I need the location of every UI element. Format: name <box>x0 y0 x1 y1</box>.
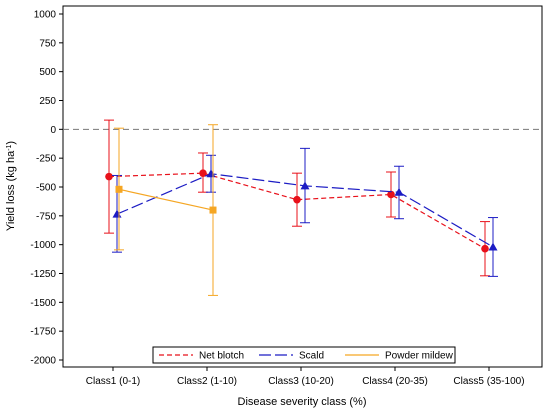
data-point <box>387 190 395 199</box>
x-tick-label: Class1 (0-1) <box>86 376 140 387</box>
data-point <box>394 187 404 196</box>
y-tick-label: 250 <box>39 96 56 107</box>
x-tick-label: Class4 (20-35) <box>362 376 428 387</box>
y-tick-label: -500 <box>36 183 56 194</box>
y-axis-label-close: ) <box>5 141 17 145</box>
data-point <box>115 185 123 193</box>
series-powder-mildew <box>114 124 218 296</box>
legend-box <box>152 346 456 364</box>
legend: Net blotch Scald Powder mildew <box>152 346 456 364</box>
y-tick-label: -1000 <box>30 240 56 251</box>
y-tick-label: -250 <box>36 154 56 165</box>
legend-label: Net blotch <box>199 351 244 362</box>
y-tick-label: -2000 <box>30 356 56 367</box>
y-axis: 1000 750 500 250 0 -250 -500 -750 -1000 -1250 -150… <box>30 10 542 367</box>
y-axis-label-sup: -1 <box>6 144 13 150</box>
x-axis-label: Disease severity class (%) <box>238 396 367 408</box>
y-tick-label: -1750 <box>30 327 56 338</box>
data-point <box>300 181 310 190</box>
y-axis-label: Yield loss (kg ha-1) <box>5 141 17 231</box>
y-tick-label: -750 <box>36 211 56 222</box>
legend-label: Powder mildew <box>385 351 454 362</box>
x-tick-label: Class5 (35-100) <box>453 376 524 387</box>
y-tick-label: 1000 <box>34 10 57 21</box>
series-line <box>108 172 486 250</box>
y-tick-label: 750 <box>39 38 56 49</box>
data-point <box>488 242 498 251</box>
data-point <box>105 172 113 181</box>
series-layer <box>104 119 498 296</box>
y-tick-label: -1500 <box>30 298 56 309</box>
x-axis: Class1 (0-1) Class2 (1-10) Class3 (10-20) C… <box>86 367 525 387</box>
y-tick-label: 0 <box>50 125 56 136</box>
series-line <box>118 188 214 211</box>
data-point <box>481 244 489 253</box>
data-point <box>293 195 301 204</box>
legend-label: Scald <box>299 351 324 362</box>
series-net-blotch <box>104 119 490 277</box>
x-tick-label: Class2 (1-10) <box>177 376 237 387</box>
y-axis-label-main: Yield loss (kg ha <box>5 150 17 231</box>
data-point <box>209 206 217 214</box>
x-tick-label: Class3 (10-20) <box>268 376 334 387</box>
y-tick-label: -1250 <box>30 269 56 280</box>
data-point <box>199 169 207 177</box>
y-tick-label: 500 <box>39 67 56 78</box>
